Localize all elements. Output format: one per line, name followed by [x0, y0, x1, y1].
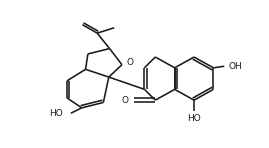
- Text: O: O: [122, 96, 129, 105]
- Text: HO: HO: [187, 114, 201, 123]
- Text: HO: HO: [49, 109, 63, 118]
- Text: O: O: [127, 58, 134, 67]
- Text: OH: OH: [229, 62, 243, 71]
